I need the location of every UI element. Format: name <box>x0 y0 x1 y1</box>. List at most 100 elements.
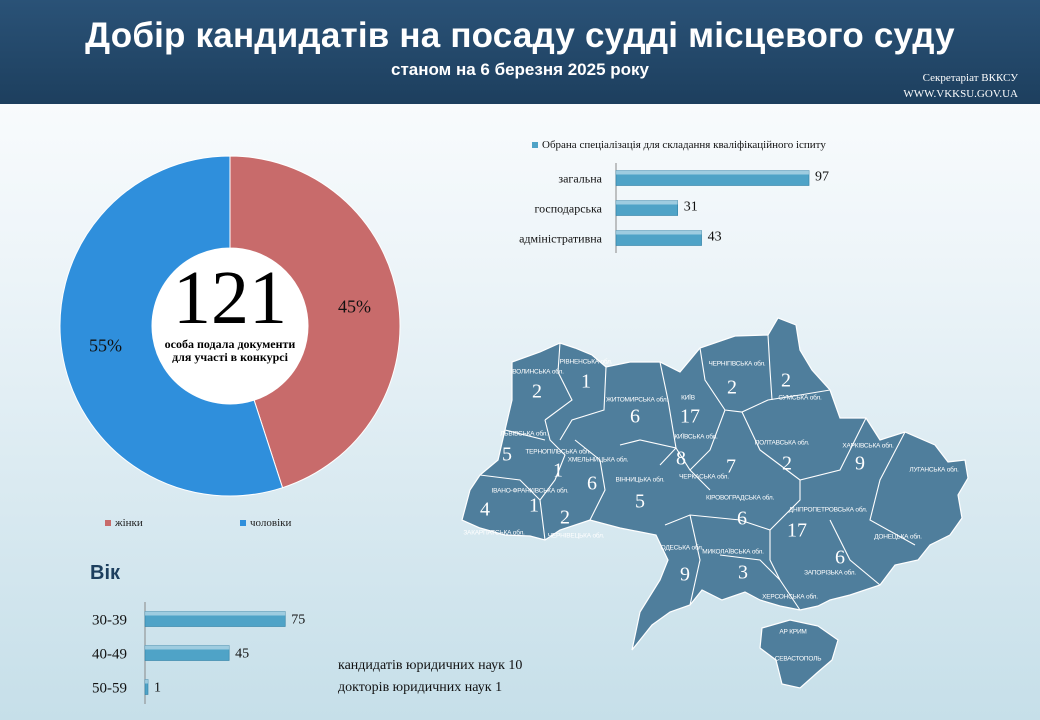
map-region-name: РІВНЕНСЬКА обл. <box>559 358 613 366</box>
map-region-value: 17 <box>680 405 700 428</box>
map-region-name: АР КРИМ <box>779 628 807 636</box>
map-region-name: ВІННИЦЬКА обл. <box>615 476 665 484</box>
map-region-name: ПОЛТАВСЬКА обл. <box>754 439 810 447</box>
specialization-value-label: 31 <box>684 200 698 215</box>
map-region-value: 6 <box>835 546 845 569</box>
specialization-value-label: 43 <box>708 230 722 245</box>
specialization-bar <box>615 170 810 186</box>
specialization-bar-shine <box>616 230 702 235</box>
age-category-label: 40-49 <box>92 647 127 663</box>
map-region-value: 5 <box>502 443 512 466</box>
note-candidates-of-law: кандидатів юридичних наук 10 <box>338 658 523 673</box>
age-bar-shine <box>145 611 286 616</box>
age-value-label: 1 <box>154 681 161 696</box>
map-region-name: ЧЕРНІГІВСЬКА обл. <box>708 360 766 368</box>
specialization-category-label: загальна <box>558 172 602 186</box>
notes: кандидатів юридичних наук 10 докторів юр… <box>338 655 522 699</box>
specialization-category-label: адміністративна <box>519 232 603 246</box>
age-chart-title: Вік <box>90 562 121 584</box>
age-bar <box>144 611 286 627</box>
map-region-name: ЧЕРНІВЕЦЬКА обл. <box>547 532 605 540</box>
age-value-label: 45 <box>235 647 249 662</box>
map-shape <box>461 317 969 689</box>
pie-label-men: 55% <box>89 336 122 356</box>
age-category-label: 50-59 <box>92 681 127 697</box>
age-value-label: 75 <box>291 613 305 628</box>
map-region-name: ХМЕЛЬНИЦЬКА обл. <box>567 456 629 464</box>
map-region-value: 5 <box>635 490 645 513</box>
map-region-name: КИЇВ <box>681 394 695 402</box>
secretariat-name: Секретаріат ВККСУ <box>922 72 1018 84</box>
map-region-name: СУМСЬКА обл. <box>778 394 822 402</box>
region-borders <box>479 334 916 611</box>
legend-women-label: жінки <box>115 517 143 529</box>
map-region-value: 1 <box>581 370 591 393</box>
legend-men: чоловіки <box>240 517 291 529</box>
map-region-name: ЗАКАРПАТСЬКА обл. <box>463 529 525 537</box>
specialization-bar <box>615 200 678 216</box>
secretariat-info: Секретаріат ВККСУ WWW.VKKSU.GOV.UA <box>903 70 1018 102</box>
age-bar <box>144 679 149 695</box>
map-region-name: МИКОЛАЇВСЬКА обл. <box>702 548 764 556</box>
age-bar <box>144 645 230 661</box>
map-region-value: 2 <box>532 380 542 403</box>
map-region-name: ДНІПРОПЕТРОВСЬКА обл. <box>788 506 868 514</box>
age-bar-shine <box>145 679 148 684</box>
map-region-value: 8 <box>676 447 686 470</box>
page-subtitle: станом на 6 березня 2025 року <box>390 60 649 79</box>
specialization-swatch <box>532 142 538 149</box>
map-region-value: 9 <box>680 563 690 586</box>
map-region-name: ЖИТОМИРСЬКА обл. <box>605 396 669 404</box>
map-region-value: 2 <box>727 376 737 399</box>
map-region-value: 2 <box>782 452 792 475</box>
legend-women: жінки <box>105 517 143 529</box>
pie-label-women: 45% <box>338 296 371 316</box>
map-region-name: СЕВАСТОПОЛЬ <box>774 655 822 663</box>
total-candidates: 121 <box>173 256 287 340</box>
map-region-value: 7 <box>726 455 736 478</box>
map-region-name: ДОНЕЦЬКА обл. <box>874 533 922 541</box>
donut-center: 121 особа подала документи для участі в … <box>150 258 310 364</box>
specialization-bar-shine <box>616 200 678 205</box>
center-caption-2: для участі в конкурсі <box>172 350 288 364</box>
map-region-value: 2 <box>560 506 570 529</box>
map-region-value: 1 <box>553 459 563 482</box>
website-link[interactable]: WWW.VKKSU.GOV.UA <box>903 88 1018 100</box>
map-region-name: ЛЬВІВСЬКА обл. <box>500 430 548 438</box>
map-region-value: 9 <box>855 452 865 475</box>
specialization-value-label: 97 <box>815 170 829 185</box>
specialization-legend-label: Обрана спеціалізація для складання квалі… <box>542 139 826 151</box>
age-bar-shine <box>145 645 230 650</box>
map-region-name: КІРОВОГРАДСЬКА обл. <box>705 494 775 502</box>
map-region-name: ТЕРНОПІЛЬСЬКА обл. <box>525 448 591 456</box>
map-region-name: ЛУГАНСЬКА обл. <box>909 466 959 474</box>
map-region-name: ХЕРСОНСЬКА обл. <box>762 593 818 601</box>
specialization-bar-shine <box>616 170 810 175</box>
specialization-legend: Обрана спеціалізація для складання квалі… <box>532 139 826 151</box>
map-region-value: 6 <box>630 405 640 428</box>
specialization-bar <box>615 230 702 246</box>
map-region-value: 17 <box>787 519 807 542</box>
page-title: Добір кандидатів на посаду судді місцево… <box>85 16 955 55</box>
map-region-name: КИЇВСЬКА обл. <box>674 433 718 441</box>
legend-men-swatch <box>240 520 246 527</box>
map-region-value: 3 <box>738 561 748 584</box>
map-region-value: 4 <box>480 498 490 521</box>
map-region-name: ІВАНО-ФРАНКІВСЬКА обл. <box>491 487 569 495</box>
map-region-name: ВОЛИНСЬКА обл. <box>512 368 564 376</box>
map-region-name: ЗАПОРІЗЬКА обл. <box>804 569 856 577</box>
note-doctors-of-law: докторів юридичних наук 1 <box>338 680 503 695</box>
map-region-value: 6 <box>587 472 597 495</box>
map-region-name: ЧЕРКАСЬКА обл. <box>679 473 729 481</box>
center-caption-1: особа подала документи <box>164 337 296 351</box>
specialization-category-label: господарська <box>534 202 602 216</box>
map-region-value: 2 <box>781 369 791 392</box>
map-region-value: 6 <box>737 507 747 530</box>
map-region-value: 1 <box>529 494 539 517</box>
age-category-label: 30-39 <box>92 613 127 629</box>
map-region-name: ОДЕСЬКА обл. <box>660 544 704 552</box>
legend-women-swatch <box>105 520 111 527</box>
legend-men-label: чоловіки <box>250 517 292 529</box>
